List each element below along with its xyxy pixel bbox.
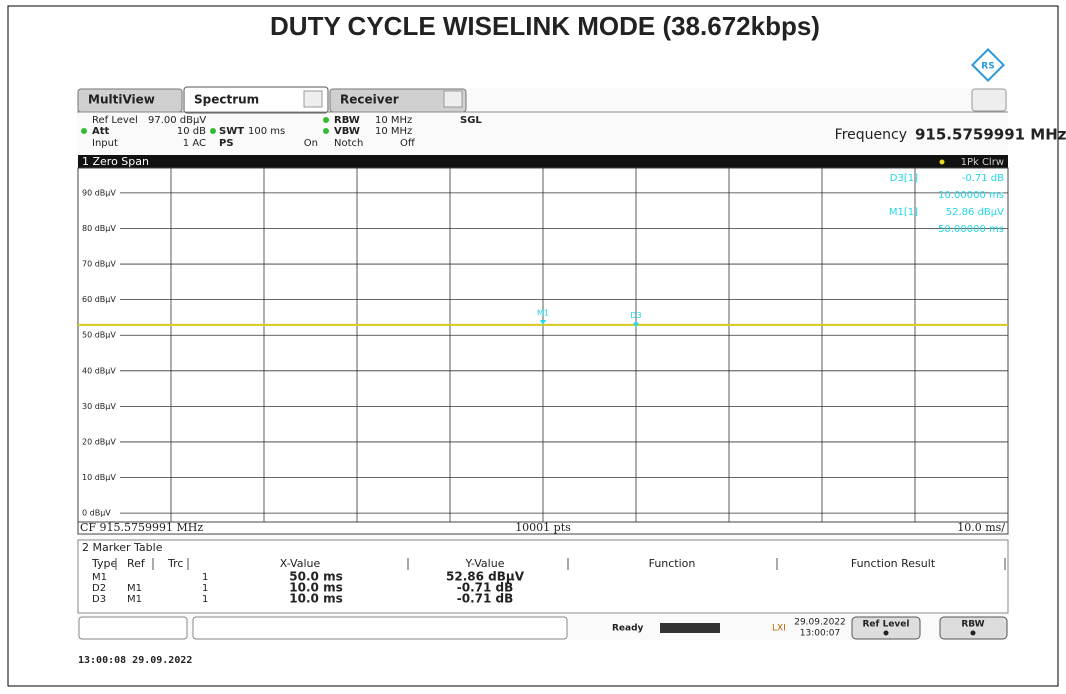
- input-box[interactable]: [192, 616, 568, 640]
- close-button[interactable]: [303, 90, 323, 108]
- label: Frequency: [835, 127, 907, 143]
- progress-indicator: [660, 623, 720, 633]
- label: Input: [92, 138, 118, 149]
- status-state: Ready: [612, 624, 644, 634]
- grid: 0 dBµV 10 dBµV 20 dBµV 30 dBµV 40 dBµV 50 dBµ…: [82, 168, 1008, 522]
- label: VBW: [334, 126, 360, 137]
- column-header: Type: [91, 557, 117, 570]
- timestamp: 13:00:08 29.09.2022: [78, 655, 192, 666]
- table-cell: 10.0 ms: [289, 581, 342, 595]
- table-cell: 1: [202, 583, 208, 594]
- marker: [633, 322, 639, 328]
- readout-sub: 50.00000 ms: [938, 224, 1004, 235]
- tab-label: MultiView: [88, 93, 155, 107]
- table-cell: 1: [202, 572, 208, 583]
- column-header: Ref: [127, 557, 146, 570]
- y-tick-label: 60 dBµV: [82, 295, 116, 304]
- tab[interactable]: [183, 86, 329, 114]
- softkey[interactable]: [939, 616, 1008, 640]
- table-title: 2 Marker Table: [82, 541, 163, 554]
- table-cell: 52.86 dBµV: [446, 570, 525, 584]
- column-header: Trc: [167, 557, 183, 570]
- readout-value: -0.71 dB: [962, 173, 1004, 184]
- marker-label: D3: [630, 311, 641, 320]
- status-date: 29.09.2022: [794, 618, 846, 628]
- window-title: 1 Zero Span: [82, 155, 149, 168]
- value: Off: [400, 138, 416, 149]
- table-cell: D2: [92, 583, 106, 594]
- column-header: Function Result: [851, 557, 936, 570]
- value: 97.00 dBµV: [148, 115, 206, 126]
- table-body: Type Ref Trc X-Value Y-Value Function Function…: [91, 557, 1006, 606]
- y-tick-label: 40 dBµV: [82, 366, 116, 375]
- tab-label: Receiver: [340, 93, 399, 107]
- table-cell: D3: [92, 594, 106, 605]
- y-tick-label: 80 dBµV: [82, 224, 116, 233]
- y-tick-label: 30 dBµV: [82, 402, 116, 411]
- y-tick-label: 20 dBµV: [82, 437, 116, 446]
- y-tick-label: 90 dBµV: [82, 188, 116, 197]
- dropdown-button[interactable]: [971, 88, 1007, 112]
- value: On: [304, 138, 318, 149]
- y-tick-label: 70 dBµV: [82, 260, 116, 269]
- y-tick-label: 50 dBµV: [82, 331, 116, 340]
- footer-scale: 10.0 ms/: [957, 521, 1005, 534]
- value: 10 MHz: [375, 115, 412, 126]
- column-header: X-Value: [280, 557, 321, 570]
- table-cell: 50.0 ms: [289, 570, 342, 584]
- label: Att: [92, 126, 110, 137]
- softkey-label: RBW: [961, 620, 984, 630]
- value: 10 MHz: [375, 126, 412, 137]
- label: RBW: [334, 115, 360, 126]
- input-box[interactable]: [78, 616, 188, 640]
- marker-label: M1: [537, 309, 549, 318]
- softkey[interactable]: [851, 616, 921, 640]
- softkey-label: Ref Level: [863, 620, 910, 630]
- value: SGL: [460, 115, 482, 126]
- marker-table: [77, 539, 1009, 614]
- window-footer: [77, 521, 1009, 535]
- label: Notch: [334, 138, 363, 149]
- table-cell: M1: [92, 572, 107, 583]
- readout-value: 52.86 dBµV: [946, 207, 1004, 218]
- status-time: 13:00:07: [800, 629, 840, 639]
- table-cell: -0.71 dB: [457, 581, 514, 595]
- table-cell: 1: [202, 594, 208, 605]
- value: 1 AC: [183, 138, 206, 149]
- lxi-icon: LXI: [772, 624, 786, 634]
- table-cell: -0.71 dB: [457, 592, 514, 606]
- label: PS: [219, 138, 234, 149]
- tab-label: Spectrum: [194, 93, 259, 107]
- marker: [540, 320, 546, 326]
- y-tick-label: 0 dBµV: [82, 509, 111, 518]
- page-title: DUTY CYCLE WISELINK MODE (38.672kbps): [270, 11, 820, 41]
- y-tick-label: 10 dBµV: [82, 473, 116, 482]
- svg-text:RS: RS: [981, 62, 994, 72]
- table-cell: M1: [127, 583, 142, 594]
- window-header: [78, 155, 1008, 168]
- readout-name: D3[1]: [890, 173, 918, 184]
- close-button[interactable]: [443, 90, 463, 108]
- trace-label: 1Pk Clrw: [961, 157, 1004, 168]
- value: 915.5759991 MHz: [915, 126, 1066, 144]
- readout-sub: 10.00000 ms: [938, 190, 1004, 201]
- value: 10 dB: [177, 126, 206, 137]
- column-header: Y-Value: [465, 557, 505, 570]
- settings: Ref Level 97.00 dBµV RBW 10 MHz SGL Att …: [81, 115, 1066, 149]
- table-cell: M1: [127, 594, 142, 605]
- label: SWT: [219, 126, 244, 137]
- column-header: Function: [649, 557, 696, 570]
- rs-logo: RS: [971, 48, 1005, 82]
- readout-name: M1[1]: [889, 207, 918, 218]
- footer-center: CF 915.5759991 MHz: [80, 521, 203, 534]
- label: Ref Level: [92, 115, 138, 126]
- footer-points: 10001 pts: [515, 521, 571, 534]
- table-cell: 10.0 ms: [289, 592, 342, 606]
- value: 100 ms: [248, 126, 285, 137]
